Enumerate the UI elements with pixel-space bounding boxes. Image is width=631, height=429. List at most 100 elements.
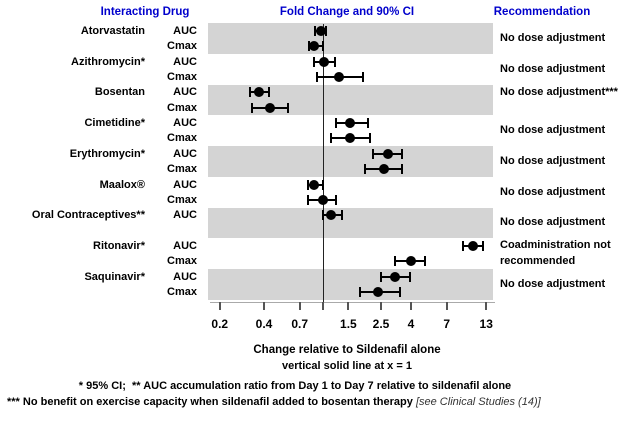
pk-param-label: AUC — [173, 86, 197, 99]
vline-note: vertical solid line at x = 1 — [282, 360, 412, 372]
point-estimate-marker — [317, 194, 328, 205]
pk-param-label: Cmax — [167, 255, 197, 268]
drug-name: Bosentan — [94, 86, 145, 99]
recommendation-text: No dose adjustment*** — [500, 85, 618, 98]
x-axis-tick — [263, 302, 265, 310]
x-axis-line — [210, 302, 495, 303]
pk-param-label: AUC — [173, 25, 197, 37]
pk-param-label: AUC — [173, 209, 197, 222]
point-estimate-marker — [389, 271, 400, 282]
recommendation-text: No dose adjustment — [500, 62, 606, 75]
x-axis-tick — [321, 302, 324, 310]
point-estimate-marker — [315, 26, 326, 36]
pk-param-label: AUC — [173, 117, 197, 130]
ci-cap-right — [368, 133, 371, 144]
bosentan-footnote: *** No benefit on exercise capacity when… — [7, 396, 627, 408]
x-axis-tick — [445, 302, 448, 310]
recommendation-text: No dose adjustment — [500, 32, 606, 44]
ci-cap-left — [312, 56, 315, 67]
point-estimate-marker — [345, 118, 356, 129]
point-estimate-marker — [309, 179, 320, 190]
x-axis-tick-label: 4 — [407, 317, 415, 331]
ci-cap-left — [371, 148, 374, 159]
recommendation-text: No dose adjustment — [500, 154, 606, 167]
column-header-fold-change: Fold Change and 90% CI — [279, 6, 415, 18]
ci-cap-right — [333, 56, 336, 67]
point-estimate-marker — [254, 87, 265, 98]
x-axis-tick-label: 2.5 — [372, 317, 390, 331]
point-estimate-marker — [309, 41, 320, 52]
plot-band — [208, 23, 493, 54]
ci-cap-left — [308, 41, 311, 52]
point-estimate-marker — [378, 164, 389, 175]
column-header-recommendation: Recommendation — [493, 6, 591, 18]
ci-cap-right — [401, 148, 404, 159]
bosentan-footnote-reference: [see Clinical Studies (14)] — [415, 396, 541, 408]
ci-cap-right — [321, 41, 324, 52]
ci-cap-right — [482, 240, 485, 251]
point-estimate-marker — [468, 240, 479, 251]
ci-cap-right — [409, 271, 412, 282]
ci-cap-left — [316, 72, 319, 83]
ci-cap-left — [379, 271, 382, 282]
point-estimate-marker — [334, 72, 345, 83]
x-axis-tick — [485, 302, 488, 310]
pk-param-label: AUC — [173, 270, 197, 283]
pk-param-label: AUC — [173, 239, 197, 252]
point-estimate-marker — [373, 286, 384, 297]
point-estimate-marker — [318, 56, 329, 67]
x-axis-tick-label: 0.7 — [291, 317, 309, 331]
ci-cap-left — [307, 194, 310, 205]
ci-cap-right — [424, 256, 427, 267]
drug-name: Azithromycin* — [71, 55, 145, 68]
pk-param-label: AUC — [173, 178, 197, 191]
x-axis-tick-label: 0.2 — [211, 317, 229, 331]
x-axis-tick-label: 1.5 — [340, 317, 357, 331]
ci-cap-left — [359, 286, 362, 297]
recommendation-text: Coadministration not recommended — [500, 239, 611, 267]
x-axis-tick — [347, 302, 350, 310]
ci-cap-right — [321, 179, 324, 190]
plot-band — [208, 207, 493, 239]
ci-cap-right — [335, 194, 338, 205]
plot-band — [208, 146, 493, 177]
recommendation-text: No dose adjustment — [500, 277, 606, 290]
ci-cap-right — [324, 26, 327, 36]
x-axis-tick-label: 0.4 — [255, 317, 273, 331]
column-header-interacting-drug: Interacting Drug — [100, 6, 190, 18]
ci-cap-right — [398, 286, 401, 297]
x-axis-tick — [410, 302, 412, 310]
ci-cap-left — [393, 256, 396, 267]
x-axis-tick-label: 7 — [443, 317, 451, 331]
ci-cap-left — [314, 26, 317, 36]
ci-cap-left — [330, 133, 333, 144]
x-axis-title: Change relative to Sildenafil alone — [253, 344, 441, 356]
pk-param-label: Cmax — [167, 163, 197, 176]
plot-band — [208, 268, 493, 300]
ci-cap-left — [248, 87, 251, 98]
pk-param-label: AUC — [173, 55, 197, 68]
ci-cap-left — [307, 179, 310, 190]
pk-param-label: Cmax — [167, 101, 197, 114]
pk-param-label: AUC — [173, 147, 197, 160]
ci-footnote: * 95% CI; ** AUC accumulation ratio from… — [78, 380, 512, 392]
ci-cap-right — [267, 87, 270, 98]
x-axis-tick — [298, 302, 301, 310]
x-axis-tick-label: 13 — [479, 317, 493, 331]
drug-name: Ritonavir* — [93, 239, 145, 252]
point-estimate-marker — [326, 210, 337, 221]
drug-name: Saquinavir* — [84, 270, 145, 283]
point-estimate-marker — [383, 148, 394, 159]
ci-cap-left — [364, 164, 367, 175]
ci-cap-left — [250, 102, 253, 113]
pk-param-label: Cmax — [167, 40, 197, 53]
ci-cap-right — [401, 164, 404, 175]
point-estimate-marker — [406, 256, 416, 267]
drug-name: Atorvastatin — [80, 25, 145, 37]
drug-name: Oral Contraceptives** — [31, 209, 145, 222]
ci-cap-right — [341, 210, 344, 221]
drug-name: Maalox® — [99, 178, 145, 191]
drug-name: Erythromycin* — [69, 147, 145, 160]
